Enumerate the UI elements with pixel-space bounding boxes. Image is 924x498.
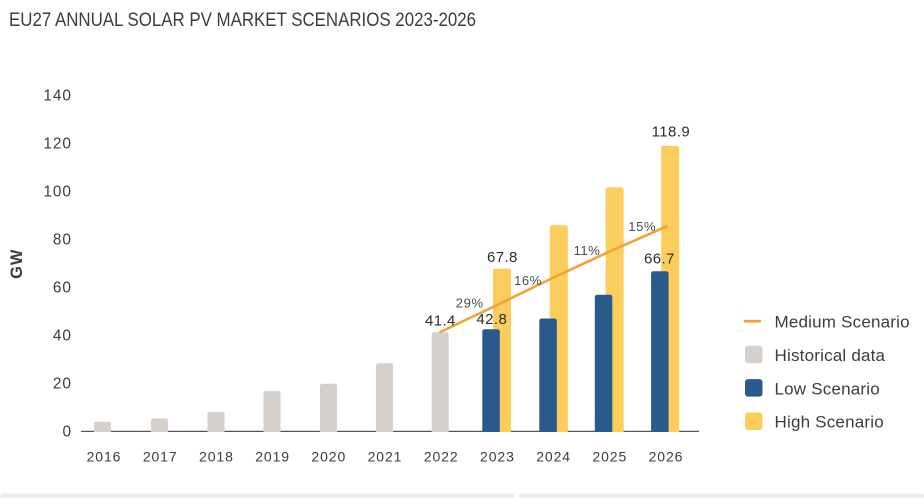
- svg-text:80: 80: [53, 232, 72, 249]
- svg-text:20: 20: [53, 376, 72, 393]
- svg-text:EU27 ANNUAL SOLAR PV MARKET SC: EU27 ANNUAL SOLAR PV MARKET SCENARIOS 20…: [9, 10, 476, 31]
- svg-text:2021: 2021: [368, 449, 403, 465]
- svg-text:40: 40: [53, 328, 72, 345]
- svg-text:67.8: 67.8: [487, 249, 518, 266]
- svg-text:15%: 15%: [628, 219, 656, 234]
- svg-text:Medium Scenario: Medium Scenario: [775, 313, 910, 332]
- svg-text:41.4: 41.4: [425, 313, 456, 330]
- svg-text:GW: GW: [8, 248, 26, 278]
- svg-text:29%: 29%: [456, 296, 484, 311]
- svg-text:High Scenario: High Scenario: [775, 413, 884, 432]
- svg-text:0: 0: [62, 424, 72, 441]
- svg-text:2020: 2020: [311, 449, 346, 465]
- svg-text:11%: 11%: [574, 243, 601, 258]
- svg-text:42.8: 42.8: [476, 311, 507, 328]
- svg-text:Historical data: Historical data: [775, 346, 886, 365]
- svg-text:120: 120: [43, 136, 72, 153]
- svg-text:2024: 2024: [536, 449, 571, 465]
- svg-text:16%: 16%: [514, 273, 542, 288]
- svg-text:60: 60: [53, 280, 72, 297]
- svg-text:2025: 2025: [592, 449, 627, 465]
- svg-text:66.7: 66.7: [644, 251, 675, 268]
- svg-text:100: 100: [43, 184, 72, 201]
- svg-text:Low Scenario: Low Scenario: [775, 379, 880, 398]
- svg-text:2023: 2023: [480, 449, 515, 465]
- svg-text:2026: 2026: [649, 449, 684, 465]
- svg-text:2019: 2019: [255, 449, 290, 465]
- svg-text:2016: 2016: [87, 449, 122, 465]
- svg-text:2022: 2022: [424, 449, 459, 465]
- svg-text:118.9: 118.9: [652, 124, 690, 141]
- svg-text:140: 140: [43, 88, 72, 105]
- svg-text:2018: 2018: [199, 449, 234, 465]
- svg-text:2017: 2017: [143, 449, 178, 465]
